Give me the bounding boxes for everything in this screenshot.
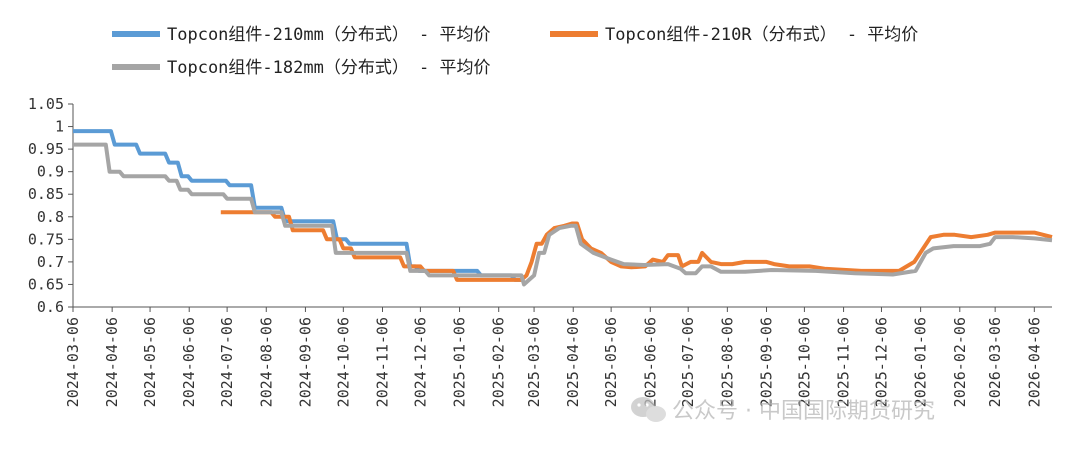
x-tick-label: 2025-10-06 [795,317,813,407]
watermark: 公众号 · 中国国际期货研究 [631,397,935,424]
x-tick-label: 2026-04-06 [1025,317,1043,407]
x-tick-label: 2025-11-06 [835,317,853,407]
y-tick-label: 0.7 [37,253,64,271]
series-line-0 [73,129,522,282]
y-tick-label: 0.95 [28,140,64,158]
y-tick-label: 0.75 [28,230,64,248]
y-tick-group: 0.6 0.65 0.7 0.75 0.8 0.85 0.9 0.95 1 1.05 [28,95,73,316]
x-tick-label: 2024-09-06 [296,317,314,407]
x-tick-label: 2025-07-06 [679,317,697,407]
watermark-text: 公众号 · 中国国际期货研究 [672,399,935,424]
y-tick-label: 1 [55,118,64,136]
y-tick-label: 0.8 [37,208,64,226]
x-tick-label: 2024-05-06 [141,317,159,407]
x-tick-label: 2025-06-06 [641,317,659,407]
x-tick-label: 2024-12-06 [411,317,429,407]
series-group [73,129,1053,287]
x-tick-label: 2025-09-06 [758,317,776,407]
x-tick-label: 2025-01-06 [451,317,469,407]
legend-label-210mm: Topcon组件-210mm（分布式） - 平均价 [167,25,491,45]
y-tick-label: 0.9 [37,163,64,181]
series-line-1 [220,210,1053,282]
x-tick-label: 2025-08-06 [718,317,736,407]
x-tick-label: 2025-03-06 [525,317,543,407]
x-tick-label: 2025-04-06 [564,317,582,407]
x-tick-label: 2026-03-06 [986,317,1004,407]
y-tick-label: 0.65 [28,275,64,293]
x-tick-label: 2024-06-06 [180,317,198,407]
x-tick-label: 2024-03-06 [64,317,82,407]
legend-label-210r: Topcon组件-210R（分布式） - 平均价 [605,25,918,45]
x-tick-label: 2024-08-06 [257,317,275,407]
wechat-icon [631,397,666,422]
x-tick-label: 2025-12-06 [872,317,890,407]
x-tick-label: 2024-07-06 [218,317,236,407]
x-tick-label: 2025-02-06 [490,317,508,407]
y-tick-label: 1.05 [28,95,64,113]
x-tick-group: 2024-03-06 2024-04-06 2024-05-06 2024-06-06… [64,307,1043,407]
legend: Topcon组件-210mm（分布式） - 平均价 Topcon组件-210R（… [112,25,918,78]
x-tick-label: 2024-10-06 [334,317,352,407]
x-tick-label: 2024-04-06 [103,317,121,407]
y-tick-label: 0.6 [37,298,64,316]
x-tick-label: 2026-01-06 [912,317,930,407]
x-tick-label: 2026-02-06 [951,317,969,407]
x-tick-label: 2025-05-06 [602,317,620,407]
y-tick-label: 0.85 [28,185,64,203]
x-tick-label: 2024-11-06 [373,317,391,407]
legend-label-182mm: Topcon组件-182mm（分布式） - 平均价 [167,58,491,78]
series-line-2 [73,142,1053,287]
